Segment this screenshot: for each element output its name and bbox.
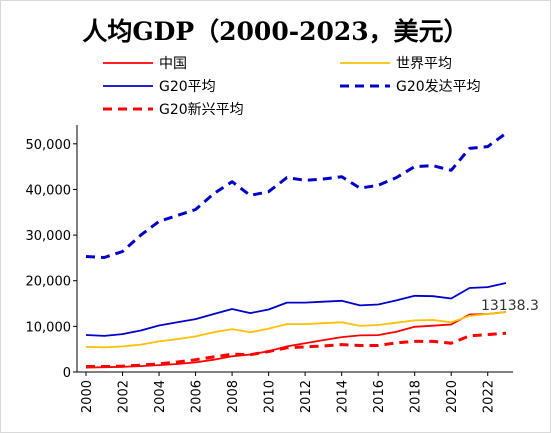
chart-title: 人均GDP（2000-2023，美元） — [82, 17, 469, 46]
x-tick-label: 2014 — [336, 380, 351, 413]
x-tick-label: 2020 — [445, 380, 460, 413]
legend-label-china: 中国 — [159, 56, 187, 72]
plot-area: 13138.3 — [85, 132, 539, 369]
legend-label-g20: G20平均 — [159, 79, 216, 95]
series-line-china — [85, 311, 507, 369]
y-tick-label: 40,000 — [26, 183, 72, 198]
legend-label-g20-developed: G20发达平均 — [396, 79, 481, 95]
series-line-g20 — [85, 282, 507, 337]
series-line-g20-emerging — [86, 331, 507, 368]
y-tick-label: 20,000 — [26, 275, 72, 290]
series-line-world — [85, 311, 507, 349]
x-tick-label: 2010 — [263, 380, 278, 413]
data-label-annotation: 13138.3 — [481, 298, 539, 314]
x-tick-label: 2016 — [372, 380, 387, 413]
series-line-g20-developed — [85, 132, 507, 259]
x-tick-label: 2022 — [482, 380, 497, 413]
x-tick-label: 2006 — [190, 380, 205, 413]
x-tick-label: 2012 — [299, 380, 314, 413]
y-tick-label: 50,000 — [26, 138, 72, 153]
legend: 中国 世界平均 G20平均 G20发达平均 G20新兴平均 — [103, 56, 481, 118]
x-tick-label: 2018 — [409, 380, 424, 413]
x-tick-label: 2002 — [117, 380, 132, 413]
x-tick-label: 2008 — [226, 380, 241, 413]
y-tick-label: 30,000 — [26, 229, 72, 244]
axes: 0 10,000 20,000 30,000 40,000 50,000 2000 2002 2… — [26, 125, 513, 413]
x-tick-label: 2004 — [153, 380, 168, 413]
y-tick-label: 10,000 — [26, 320, 72, 335]
legend-label-g20-emerging: G20新兴平均 — [159, 102, 244, 118]
legend-label-world: 世界平均 — [396, 56, 452, 72]
y-tick-label: 0 — [63, 366, 71, 381]
x-tick-label: 2000 — [80, 380, 95, 413]
